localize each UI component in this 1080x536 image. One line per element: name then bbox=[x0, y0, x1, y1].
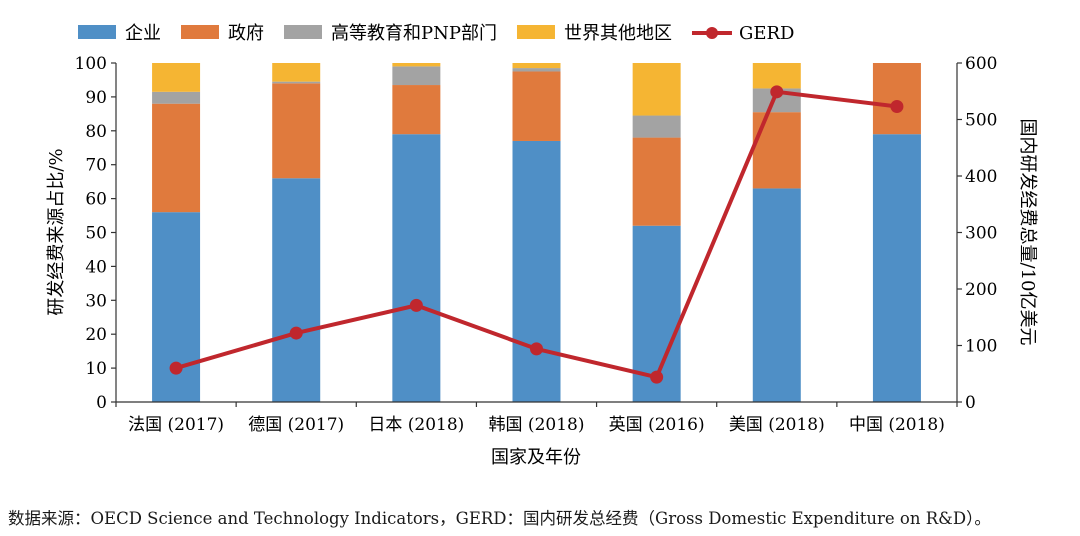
bar-segment-3-2 bbox=[392, 63, 441, 67]
bar-segment-2-1 bbox=[272, 81, 321, 84]
bar-segment-1-0 bbox=[152, 103, 201, 213]
legend-label-4: GERD bbox=[739, 23, 795, 44]
y-tick-label: 10 bbox=[85, 359, 107, 379]
bar-segment-0-3 bbox=[512, 140, 561, 402]
bar-segment-0-1 bbox=[272, 178, 321, 402]
y-tick-label: 90 bbox=[85, 88, 107, 108]
legend: 企业 政府 高等教育和PNP部门 世界其他地区 GERD bbox=[78, 23, 795, 44]
chart: 企业 政府 高等教育和PNP部门 世界其他地区 GERD 0 10 20 30 40 50 60 70… bbox=[46, 23, 1038, 468]
bar-segment-2-2 bbox=[392, 66, 441, 86]
bar-segment-1-5 bbox=[752, 112, 801, 189]
x-tick-label: 法国 (2017) bbox=[128, 415, 224, 435]
source-note: 数据来源：OECD Science and Technology Indicat… bbox=[8, 509, 991, 528]
y-right-tick-label: 0 bbox=[965, 393, 976, 413]
bar-segment-1-4 bbox=[632, 137, 681, 226]
line-point-0 bbox=[169, 361, 183, 375]
bar-segment-1-6 bbox=[872, 63, 921, 135]
y-axis-label: 研发经费来源占比/% bbox=[46, 148, 67, 315]
bar-segment-2-0 bbox=[152, 91, 201, 104]
y-tick-label: 70 bbox=[85, 156, 107, 176]
legend-swatch-3 bbox=[516, 25, 555, 39]
bar-segment-2-3 bbox=[512, 68, 561, 72]
bar-segment-1-3 bbox=[512, 71, 561, 141]
y-tick-label: 40 bbox=[85, 257, 107, 277]
gerd-line bbox=[169, 85, 904, 384]
bar-segment-2-4 bbox=[632, 115, 681, 138]
bar-segment-0-2 bbox=[392, 134, 441, 402]
y-right-tick-label: 100 bbox=[965, 337, 997, 357]
x-tick-label: 英国 (2016) bbox=[609, 415, 705, 435]
legend-swatch-2 bbox=[284, 25, 322, 39]
line-point-5 bbox=[770, 85, 784, 99]
bar-segment-3-5 bbox=[752, 63, 801, 89]
bars bbox=[152, 63, 921, 402]
bar-segment-3-0 bbox=[152, 63, 201, 92]
axes: 0 10 20 30 40 50 60 70 80 90 100 0 100 200 300 400 500 60… bbox=[75, 54, 998, 435]
x-tick-label: 中国 (2018) bbox=[849, 415, 945, 435]
line-point-2 bbox=[409, 298, 423, 312]
bar-segment-1-1 bbox=[272, 83, 321, 179]
y-right-tick-label: 600 bbox=[965, 54, 997, 74]
x-tick-label: 韩国 (2018) bbox=[489, 415, 585, 435]
x-axis-label: 国家及年份 bbox=[491, 447, 581, 468]
line-point-4 bbox=[650, 370, 664, 384]
y-axis-right-label: 国内研发经费总量/10亿美元 bbox=[1017, 119, 1038, 346]
bar-segment-3-3 bbox=[512, 63, 561, 69]
line-point-3 bbox=[530, 342, 543, 356]
y-tick-label: 30 bbox=[85, 291, 107, 311]
y-tick-label: 0 bbox=[96, 393, 107, 413]
legend-swatch-0 bbox=[78, 25, 116, 39]
y-tick-label: 60 bbox=[85, 190, 107, 210]
y-tick-label: 50 bbox=[85, 224, 107, 244]
legend-label-0: 企业 bbox=[125, 23, 161, 44]
y-tick-label: 20 bbox=[85, 325, 107, 345]
y-right-tick-label: 300 bbox=[965, 224, 997, 244]
x-tick-label: 日本 (2018) bbox=[368, 415, 464, 435]
bar-segment-0-5 bbox=[752, 188, 801, 402]
legend-swatch-1 bbox=[181, 25, 219, 39]
bar-segment-1-2 bbox=[392, 85, 441, 135]
bar-segment-3-1 bbox=[272, 63, 321, 82]
legend-label-3: 世界其他地区 bbox=[564, 23, 672, 44]
y-right-tick-label: 500 bbox=[965, 111, 997, 131]
y-tick-label: 80 bbox=[85, 122, 107, 142]
bar-segment-0-6 bbox=[872, 134, 921, 402]
x-tick-label: 美国 (2018) bbox=[729, 415, 825, 435]
legend-label-1: 政府 bbox=[228, 23, 264, 44]
line-point-1 bbox=[289, 326, 303, 340]
line-point-6 bbox=[890, 100, 904, 114]
x-tick-label: 德国 (2017) bbox=[248, 415, 344, 435]
bar-segment-3-4 bbox=[632, 63, 681, 116]
legend-label-2: 高等教育和PNP部门 bbox=[331, 23, 497, 44]
y-right-tick-label: 200 bbox=[965, 280, 997, 300]
y-tick-label: 100 bbox=[75, 54, 107, 74]
y-right-tick-label: 400 bbox=[965, 167, 997, 187]
legend-marker-4 bbox=[705, 27, 718, 39]
